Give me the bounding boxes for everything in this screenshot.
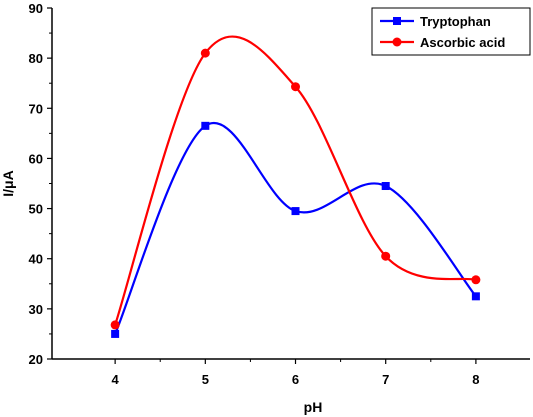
legend-item-ascorbic-acid: Ascorbic acid [380, 35, 505, 50]
legend-marker-ascorbic-acid [392, 37, 402, 47]
legend-label-tryptophan: Tryptophan [420, 14, 491, 29]
point-tryptophan [291, 207, 300, 216]
x-tick-label: 4 [112, 372, 120, 387]
series-layer [110, 35, 481, 338]
point-ascorbic-acid [200, 48, 210, 58]
y-tick-label: 70 [29, 101, 43, 116]
point-tryptophan [201, 121, 210, 130]
point-tryptophan [471, 292, 480, 301]
point-ascorbic-acid [291, 82, 301, 92]
ticks: 20 30 40 50 60 70 80 90 4 5 6 7 8 [29, 1, 480, 387]
series-line-tryptophan [114, 121, 477, 335]
x-tick-label: 7 [382, 372, 389, 387]
y-tick-label: 80 [29, 51, 43, 66]
y-tick-label: 90 [29, 1, 43, 16]
legend: Tryptophan Ascorbic acid [371, 7, 531, 56]
legend-box [371, 7, 531, 56]
point-ascorbic-acid [110, 320, 120, 330]
legend-item-tryptophan: Tryptophan [380, 14, 491, 29]
y-tick-label: 20 [29, 352, 43, 367]
point-tryptophan [111, 329, 120, 338]
x-tick-label: 5 [202, 372, 209, 387]
y-tick-label: 40 [29, 252, 43, 267]
y-tick-label: 60 [29, 151, 43, 166]
axes [51, 8, 530, 360]
x-tick-label: 6 [292, 372, 299, 387]
point-ascorbic-acid [381, 251, 391, 261]
y-tick-label: 30 [29, 302, 43, 317]
point-ascorbic-acid [471, 275, 481, 285]
legend-label-ascorbic-acid: Ascorbic acid [420, 35, 505, 50]
y-tick-label: 50 [29, 202, 43, 217]
series-line-ascorbic-acid [114, 35, 477, 326]
legend-marker-tryptophan [393, 17, 401, 25]
x-axis-label: pH [304, 399, 323, 415]
y-axis-label: I/μA [0, 170, 16, 196]
x-tick-label: 8 [472, 372, 479, 387]
point-tryptophan [381, 182, 390, 191]
